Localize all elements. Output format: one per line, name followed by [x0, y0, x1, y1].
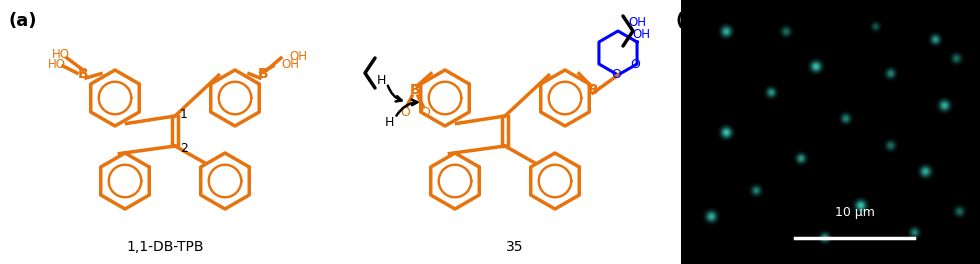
Text: B: B: [588, 83, 599, 97]
Text: (b): (b): [675, 12, 705, 30]
Text: OH: OH: [289, 50, 307, 63]
Text: H: H: [384, 116, 394, 129]
Text: 2: 2: [180, 142, 188, 154]
Text: HO: HO: [48, 58, 66, 70]
Text: O: O: [400, 106, 410, 119]
Text: 10 μm: 10 μm: [835, 206, 874, 219]
Text: O: O: [420, 106, 430, 119]
Text: 1: 1: [180, 107, 188, 120]
Text: B: B: [410, 83, 420, 97]
Text: 35: 35: [507, 240, 523, 254]
Text: B: B: [77, 67, 88, 81]
Text: OH: OH: [628, 16, 646, 30]
Text: HO: HO: [52, 48, 70, 60]
Text: OH: OH: [281, 58, 299, 70]
Text: O: O: [630, 58, 640, 70]
Text: H: H: [376, 73, 386, 87]
Text: OH: OH: [632, 29, 650, 41]
Text: O: O: [612, 68, 621, 82]
Text: 1,1-DB-TPB: 1,1-DB-TPB: [126, 240, 204, 254]
Text: (a): (a): [8, 12, 36, 30]
Text: B: B: [258, 67, 269, 81]
